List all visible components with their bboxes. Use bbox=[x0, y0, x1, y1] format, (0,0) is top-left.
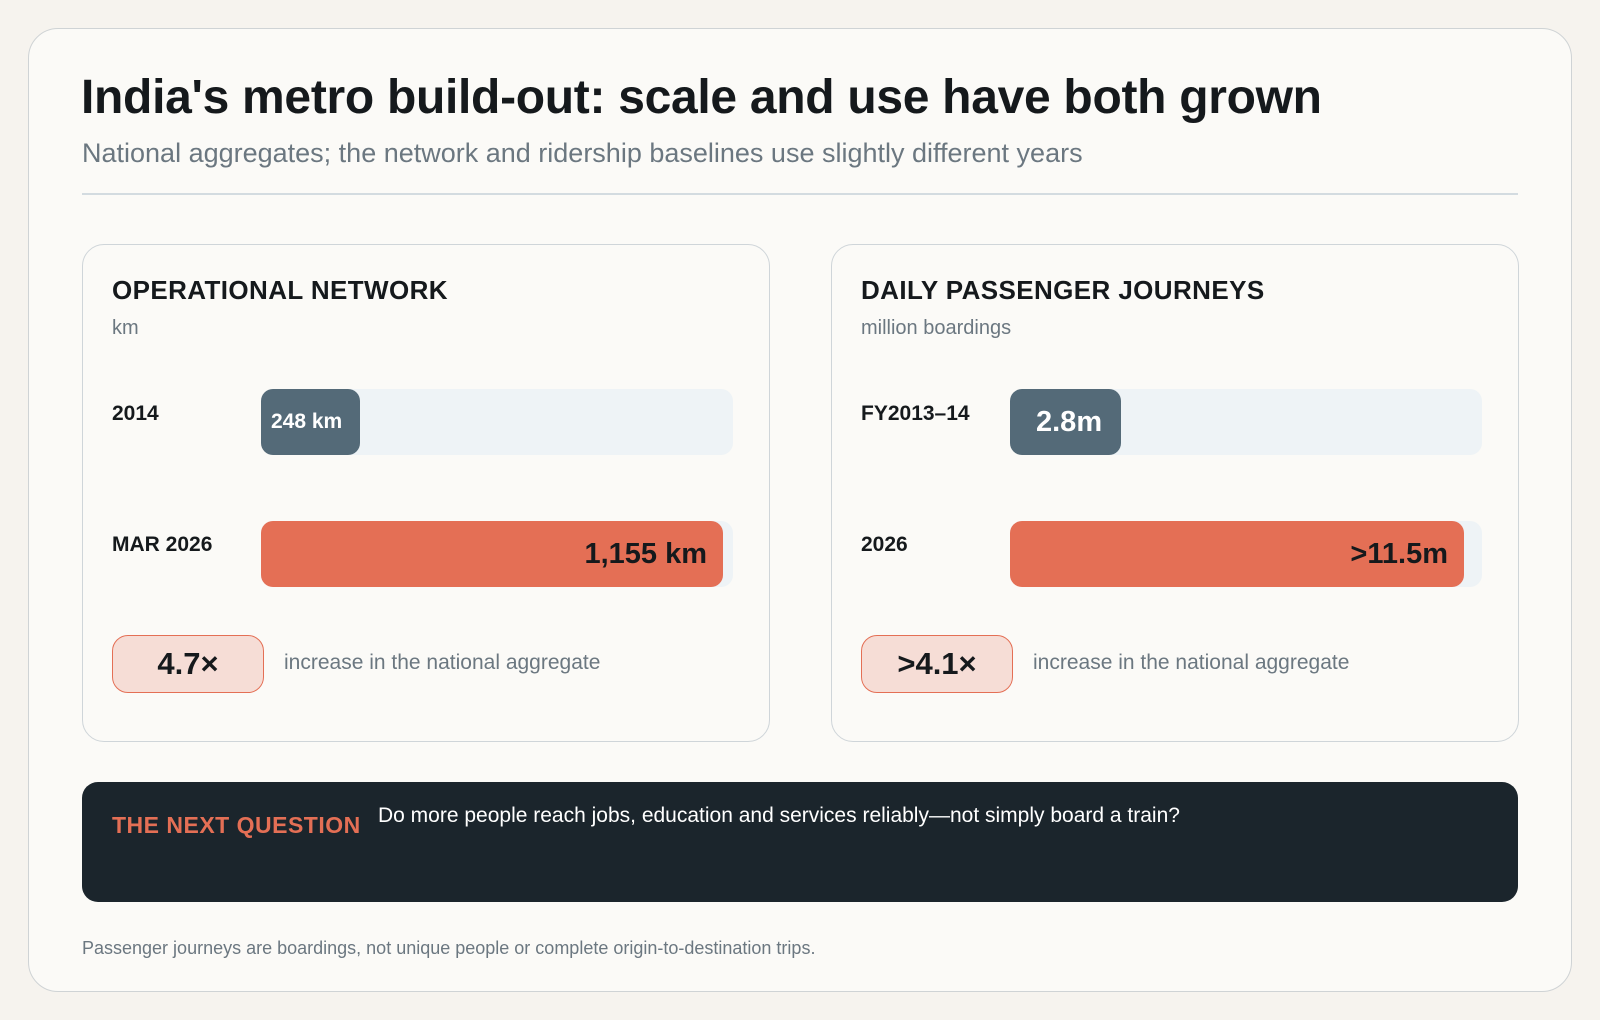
ridership-multiplier-note: increase in the national aggregate bbox=[1033, 651, 1350, 674]
network-current-bar: 1,155 km bbox=[261, 521, 723, 587]
ridership-panel: DAILY PASSENGER JOURNEYS million boardin… bbox=[831, 244, 1519, 742]
next-question-callout: THE NEXT QUESTION Do more people reach j… bbox=[82, 782, 1518, 902]
ridership-multiplier-badge: >4.1× bbox=[861, 635, 1013, 693]
network-unit-label: km bbox=[112, 317, 139, 339]
ridership-current-value-label: >11.5m bbox=[1350, 537, 1448, 570]
page-subtitle: National aggregates; the network and rid… bbox=[82, 138, 1083, 168]
ridership-current-category: 2026 bbox=[861, 533, 908, 556]
network-current-track: 1,155 km bbox=[261, 521, 733, 587]
network-current-category: MAR 2026 bbox=[112, 533, 213, 556]
network-baseline-bar: 248 km bbox=[261, 389, 360, 455]
ridership-baseline-bar: 2.8m bbox=[1010, 389, 1121, 455]
network-multiplier-badge: 4.7× bbox=[112, 635, 264, 693]
ridership-unit-label: million boardings bbox=[861, 317, 1012, 339]
ridership-panel-title: DAILY PASSENGER JOURNEYS bbox=[861, 275, 1265, 305]
ridership-current-bar: >11.5m bbox=[1010, 521, 1464, 587]
footnote: Passenger journeys are boardings, not un… bbox=[82, 938, 816, 958]
ridership-baseline-track: 2.8m bbox=[1010, 389, 1482, 455]
ridership-baseline-category: FY2013–14 bbox=[861, 402, 970, 425]
network-baseline-category: 2014 bbox=[112, 402, 159, 425]
next-question-text: Do more people reach jobs, education and… bbox=[378, 804, 1180, 827]
network-panel-title: OPERATIONAL NETWORK bbox=[112, 275, 448, 305]
next-question-label: THE NEXT QUESTION bbox=[112, 812, 361, 838]
page-title: India's metro build-out: scale and use h… bbox=[81, 71, 1322, 124]
network-baseline-value-label: 248 km bbox=[271, 410, 343, 433]
network-baseline-track: 248 km bbox=[261, 389, 733, 455]
network-panel: OPERATIONAL NETWORK km 2014 248 km MAR 2… bbox=[82, 244, 770, 742]
ridership-baseline-value-label: 2.8m bbox=[1036, 405, 1103, 438]
network-multiplier-note: increase in the national aggregate bbox=[284, 651, 601, 674]
network-current-value-label: 1,155 km bbox=[584, 537, 707, 570]
divider bbox=[82, 193, 1518, 195]
ridership-current-track: >11.5m bbox=[1010, 521, 1482, 587]
